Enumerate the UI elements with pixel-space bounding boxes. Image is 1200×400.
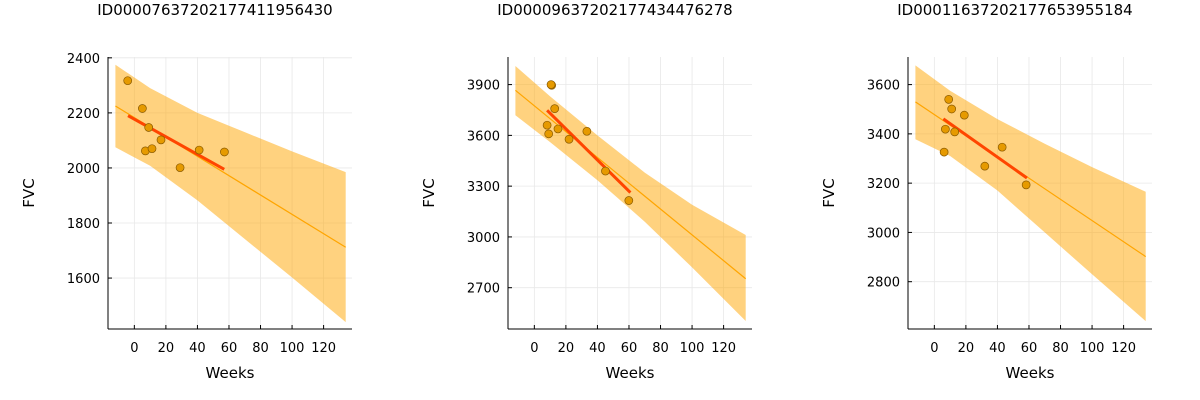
- data-point: [175, 163, 185, 173]
- data-point: [156, 135, 166, 145]
- x-tick-label: 60: [621, 341, 638, 356]
- y-tick-label: 1800: [67, 217, 100, 232]
- y-tick-label: 2000: [67, 162, 100, 177]
- data-point: [194, 145, 204, 155]
- x-tick-label: 100: [680, 341, 705, 356]
- y-tick-label: 3300: [467, 180, 500, 195]
- data-point: [144, 123, 154, 132]
- confidence-band: [115, 64, 346, 323]
- data-point: [564, 134, 574, 144]
- data-point: [939, 147, 949, 157]
- data-point: [550, 104, 560, 113]
- data-point: [147, 144, 157, 154]
- data-point: [1021, 180, 1031, 190]
- x-tick-label: 60: [221, 341, 238, 356]
- data-point: [542, 120, 552, 130]
- x-axis-label: Weeks: [206, 364, 255, 382]
- x-axis-label: Weeks: [1006, 364, 1055, 382]
- data-point: [950, 127, 960, 137]
- data-point: [624, 196, 634, 205]
- data-point: [947, 104, 957, 114]
- confidence-band: [915, 65, 1146, 322]
- y-axis-label: FVC: [820, 178, 838, 207]
- y-tick-label: 3900: [467, 79, 500, 94]
- x-tick-label: 40: [989, 341, 1006, 356]
- y-tick-label: 1600: [67, 272, 100, 287]
- y-tick-label: 3400: [867, 128, 900, 143]
- x-tick-label: 20: [158, 341, 175, 356]
- y-tick-label: 2400: [67, 52, 100, 67]
- chart-title: ID00009637202177434476278: [497, 1, 732, 19]
- data-point: [546, 80, 556, 89]
- confidence-band: [515, 65, 746, 322]
- chart-title: ID00011637202177653955184: [897, 1, 1132, 19]
- y-axis-label: FVC: [420, 178, 438, 207]
- fit-line: [546, 109, 632, 194]
- x-tick-label: 60: [1021, 341, 1038, 356]
- y-tick-label: 2200: [67, 107, 100, 122]
- x-tick-label: 120: [1111, 341, 1136, 356]
- x-tick-label: 120: [311, 341, 336, 356]
- y-tick-label: 3600: [867, 79, 900, 94]
- x-tick-label: 80: [652, 341, 669, 356]
- x-tick-label: 100: [280, 341, 305, 356]
- data-point: [601, 166, 610, 176]
- data-point: [980, 161, 990, 171]
- y-tick-label: 3600: [467, 129, 500, 144]
- data-point: [123, 76, 133, 86]
- y-tick-label: 2800: [867, 276, 900, 291]
- data-point: [582, 126, 592, 136]
- data-point: [220, 147, 229, 157]
- y-tick-label: 2700: [467, 282, 500, 297]
- y-axis-label: FVC: [20, 178, 38, 207]
- chart-title: ID00007637202177411956430: [97, 1, 332, 19]
- x-tick-label: 40: [589, 341, 606, 356]
- x-tick-label: 80: [252, 341, 269, 356]
- x-tick-label: 0: [130, 341, 138, 356]
- x-tick-label: 80: [1052, 341, 1069, 356]
- panel-1: 0 20 40 60 80 100 120 1600 1800 2000 2200 2400 ID000…: [20, 1, 352, 382]
- y-tick-label: 3000: [467, 231, 500, 246]
- x-tick-label: 100: [1080, 341, 1105, 356]
- y-tick-label: 3000: [867, 226, 900, 241]
- x-tick-label: 20: [958, 341, 975, 356]
- data-point: [544, 129, 554, 139]
- x-tick-label: 0: [930, 341, 938, 356]
- x-tick-label: 120: [711, 341, 736, 356]
- y-tick-label: 3200: [867, 177, 900, 192]
- x-tick-label: 20: [558, 341, 575, 356]
- data-point: [997, 142, 1007, 152]
- x-axis-label: Weeks: [606, 364, 655, 382]
- x-tick-label: 0: [530, 341, 538, 356]
- fit-line: [127, 114, 225, 171]
- data-point: [553, 124, 563, 134]
- x-tick-label: 40: [189, 341, 206, 356]
- panel-2: 0 20 40 60 80 100 120 2700 3000 3300 3600 3900 ID000…: [420, 1, 752, 382]
- data-point: [941, 124, 950, 134]
- data-point: [138, 104, 147, 113]
- data-point: [944, 95, 954, 104]
- data-point: [959, 110, 969, 120]
- panel-3: 0 20 40 60 80 100 120 2800 3000 3200 3400 3600 ID000…: [820, 1, 1152, 382]
- prediction-line: [515, 89, 747, 280]
